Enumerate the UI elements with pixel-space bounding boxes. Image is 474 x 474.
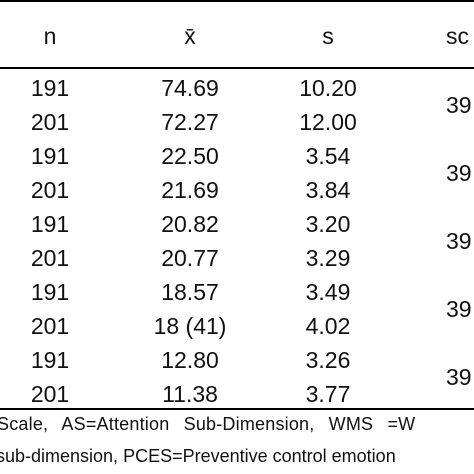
cell-n: 201	[30, 245, 70, 271]
header-rule	[0, 67, 474, 69]
cell-mean: 12.80	[161, 347, 219, 373]
score-cell: 39	[446, 364, 472, 390]
cell-mean: 20.82	[161, 211, 219, 237]
cell-mean: 20.77	[161, 245, 219, 271]
score-cell: 39	[446, 296, 472, 322]
score-cell: 39	[446, 92, 472, 118]
header-s: s	[322, 23, 334, 49]
cell-s: 3.20	[305, 211, 351, 237]
cell-s: 12.00	[299, 109, 357, 135]
cell-s: 3.29	[305, 245, 351, 271]
cell-s: 10.20	[299, 75, 357, 101]
cell-n: 191	[30, 347, 70, 373]
header-score: sc	[446, 23, 469, 49]
header-n: n	[43, 23, 57, 49]
cell-s: 4.02	[305, 313, 351, 339]
footnote-line: Scale, AS=Attention Sub-Dimension, WMS =…	[0, 414, 416, 434]
cell-mean: 21.69	[161, 177, 219, 203]
cell-n: 201	[30, 313, 70, 339]
footnote-line: sub-dimension, PCES=Preventive control e…	[0, 446, 396, 466]
cell-n: 191	[30, 143, 70, 169]
cell-n: 191	[30, 211, 70, 237]
cell-s: 3.84	[305, 177, 351, 203]
cell-n: 201	[30, 177, 70, 203]
cell-mean: 74.69	[161, 75, 219, 101]
cell-s: 3.26	[305, 347, 351, 373]
cell-mean: 18 (41)	[153, 313, 227, 339]
cell-s: 3.54	[305, 143, 351, 169]
cell-mean: 11.38	[162, 381, 218, 407]
cell-s: 3.49	[305, 279, 351, 305]
cell-n: 201	[30, 381, 70, 407]
cell-mean: 22.50	[161, 143, 219, 169]
cell-n: 191	[30, 75, 70, 101]
cell-s: 3.77	[305, 381, 351, 407]
score-cell: 39	[446, 228, 472, 254]
cell-mean: 18.57	[161, 279, 219, 305]
header-mean: x̄	[184, 23, 196, 49]
score-cell: 39	[446, 160, 472, 186]
cell-mean: 72.27	[161, 109, 219, 135]
cell-n: 191	[30, 279, 70, 305]
cell-n: 201	[30, 109, 70, 135]
table-bottom-rule	[0, 408, 474, 410]
table-top-rule	[0, 0, 474, 2]
